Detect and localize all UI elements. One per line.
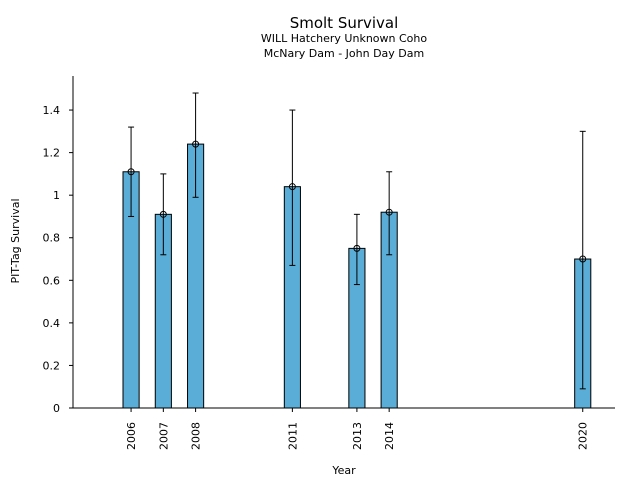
x-axis-ticks: 2006 2007 2008 2011 2013 2014 2020 <box>125 408 590 450</box>
x-tick-label-2011: 2011 <box>286 422 299 450</box>
y-axis-label: PIT-Tag Survival <box>9 198 22 283</box>
x-axis-label: Year <box>331 464 356 477</box>
chart-subtitle-line-1: WILL Hatchery Unknown Coho <box>261 32 427 45</box>
chart-title: Smolt Survival <box>290 14 399 32</box>
point-marker-2008 <box>192 140 200 148</box>
y-tick-label: 0.4 <box>43 317 61 330</box>
y-tick-label: 1 <box>53 189 60 202</box>
chart-subtitle-line-2: McNary Dam - John Day Dam <box>264 47 424 60</box>
x-tick-label-2014: 2014 <box>383 422 396 450</box>
x-tick-label-2006: 2006 <box>125 422 138 450</box>
point-marker-2007 <box>159 210 167 218</box>
point-marker-2014 <box>385 208 393 216</box>
y-tick-label: 0.6 <box>43 274 61 287</box>
point-marker-2013 <box>353 244 361 252</box>
x-tick-label-2013: 2013 <box>351 422 364 450</box>
y-tick-label: 0.2 <box>43 359 61 372</box>
y-tick-label: 0.8 <box>43 232 61 245</box>
bar-series <box>122 92 592 409</box>
y-tick-label: 0 <box>53 402 60 415</box>
x-tick-label-2007: 2007 <box>157 422 170 450</box>
y-axis-ticks: 0 0.2 0.4 0.6 0.8 1 1.2 1.4 <box>43 104 73 415</box>
y-tick-label: 1.2 <box>43 147 61 160</box>
x-tick-label-2020: 2020 <box>577 422 590 450</box>
y-tick-label: 1.4 <box>43 104 61 117</box>
x-tick-label-2008: 2008 <box>190 422 203 450</box>
point-marker-2020 <box>579 255 587 263</box>
point-marker-2011 <box>288 183 296 191</box>
point-marker-2006 <box>127 168 135 176</box>
